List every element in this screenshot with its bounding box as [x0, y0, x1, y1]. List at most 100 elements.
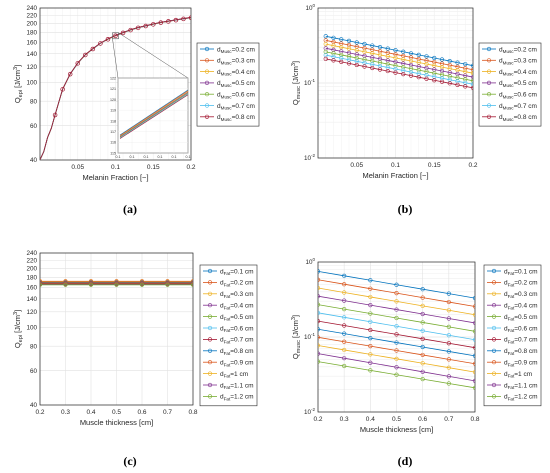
data-point	[432, 78, 437, 83]
data-point	[342, 290, 347, 295]
legend-swatch-marker	[491, 371, 497, 376]
data-point	[472, 320, 475, 326]
data-point	[60, 87, 65, 92]
data-point	[420, 352, 425, 358]
data-point	[368, 336, 373, 341]
data-point	[323, 34, 328, 39]
data-point	[342, 315, 347, 320]
x-tick-label: 0.3	[340, 416, 349, 423]
data-point	[447, 58, 452, 64]
data-point	[342, 339, 347, 344]
data-point	[472, 353, 475, 358]
series-line	[318, 345, 475, 373]
zoom-connector	[118, 32, 189, 79]
legend-swatch-marker	[207, 268, 213, 274]
data-point	[470, 67, 473, 72]
y-tick-label: 40	[30, 402, 38, 409]
legend-label: dFat=0.5 cm	[220, 314, 254, 322]
y-tick-label: 100	[305, 257, 315, 266]
data-point	[394, 356, 399, 361]
data-point	[420, 369, 425, 374]
series-line	[325, 51, 473, 82]
legend-label: dFat=0.5 cm	[504, 314, 538, 322]
data-point	[439, 64, 445, 70]
data-point	[342, 282, 347, 287]
series-group	[318, 269, 475, 390]
inset-x-tick: 0.1	[172, 155, 177, 159]
data-point	[368, 303, 373, 308]
data-point	[446, 324, 451, 329]
panel-b: 0.05 0.1 0.15 0.2 100 10-1 10-2 Melanin Fractio…	[291, 3, 542, 216]
y-tick-label: 10-2	[304, 153, 316, 162]
data-point	[368, 352, 373, 357]
legend-swatch-marker	[204, 80, 210, 85]
data-point	[342, 331, 347, 336]
data-point	[368, 360, 373, 365]
x-tick-label: 0.7	[444, 416, 453, 423]
legend-swatch-marker	[207, 371, 213, 376]
data-point	[190, 282, 193, 287]
data-point	[416, 60, 421, 65]
data-point	[439, 57, 445, 62]
x-tick-label: 0.05	[350, 162, 363, 169]
data-point	[394, 365, 399, 370]
inset-series-line	[119, 91, 189, 137]
legend-swatch-marker	[207, 337, 213, 342]
data-point	[446, 308, 451, 313]
legend-swatch-marker	[207, 280, 213, 285]
legend-box	[199, 264, 258, 407]
legend-label: dFat=0.1 cm	[504, 268, 538, 276]
inset-y-tick: 119	[110, 109, 116, 113]
x-tick-label: 0.1	[391, 162, 400, 169]
data-point	[472, 304, 475, 309]
data-point	[420, 295, 425, 300]
data-point	[385, 68, 390, 74]
data-point	[394, 332, 399, 337]
y-axis-label: Qmusc [J/cm3]	[291, 315, 302, 359]
data-point	[342, 356, 347, 361]
x-tick-label: 0.2	[186, 164, 195, 171]
data-point	[401, 57, 406, 62]
data-point	[463, 62, 468, 67]
legend-swatch-marker	[491, 394, 497, 399]
legend-label: dFat=1.2 cm	[504, 394, 538, 402]
data-point	[83, 52, 88, 58]
inset-x-tick: 0.1	[186, 155, 191, 159]
data-point	[446, 341, 451, 346]
legend-label: dMusc=0.4 cm	[217, 69, 255, 77]
y-tick-label: 160	[26, 40, 37, 47]
data-point	[472, 312, 475, 317]
legend-swatch-marker	[491, 280, 497, 285]
data-point	[455, 82, 460, 87]
data-point	[393, 48, 398, 53]
legend-label: dMusc=0.3 cm	[499, 58, 537, 66]
x-tick-label: 0.5	[112, 409, 121, 416]
data-point	[339, 59, 344, 64]
legend-swatch-marker	[486, 103, 492, 108]
panel-d: 0.2 0.3 0.4 0.5 0.6 0.7 0.8 100 10-1 10-2 Muscle t…	[291, 257, 542, 468]
data-point	[446, 316, 451, 321]
y-tick-label: 200	[26, 21, 37, 28]
legend-label: dFat=0.8 cm	[504, 348, 538, 356]
data-point	[446, 299, 451, 305]
data-point	[331, 43, 336, 48]
data-point	[420, 320, 425, 325]
data-point	[318, 277, 321, 282]
data-point	[472, 337, 475, 342]
data-point	[362, 64, 367, 69]
series-line	[318, 270, 475, 299]
inset-series-line	[119, 92, 189, 138]
data-point	[424, 54, 429, 59]
y-tick-label: 60	[30, 368, 38, 375]
data-point	[470, 78, 473, 83]
legend-label: dMusc=0.7 cm	[499, 103, 537, 111]
x-tick-label: 0.15	[428, 162, 441, 169]
legend-box	[483, 264, 542, 407]
data-point	[368, 311, 373, 316]
inset-y-tick: 120	[110, 98, 116, 102]
inset-series-line	[119, 94, 189, 139]
legend-swatch-marker	[491, 291, 497, 296]
series-line	[318, 336, 475, 365]
y-tick-label: 60	[30, 123, 38, 130]
x-tick-label: 0.2	[468, 162, 477, 169]
